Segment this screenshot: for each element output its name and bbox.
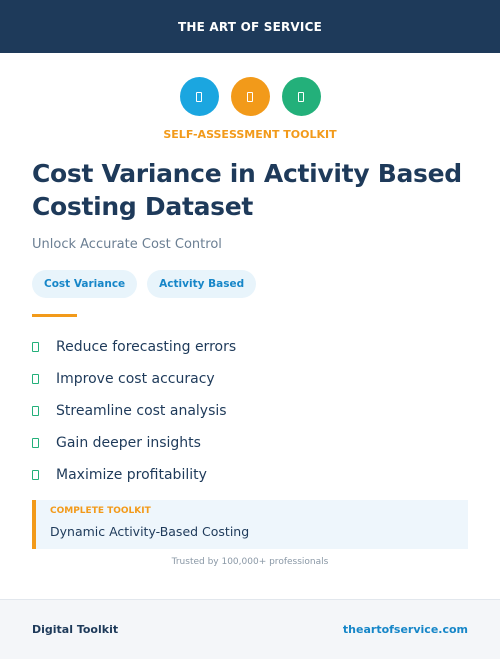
website-link[interactable]: theartofservice.com	[342, 623, 468, 636]
top-header-bar: THE ART OF SERVICE	[0, 0, 500, 53]
footer-label: Digital Toolkit	[32, 623, 119, 636]
feature-text: Streamline cost analysis	[56, 403, 227, 419]
callout-text: Dynamic Activity-Based Costing	[50, 524, 250, 539]
checklist-icon	[281, 77, 321, 116]
list-item: Reduce forecasting errors	[32, 331, 236, 363]
check-icon	[32, 438, 39, 448]
feature-list: Reduce forecasting errors Improve cost a…	[32, 331, 236, 491]
page-title: Cost Variance in Activity Based Costing …	[32, 159, 462, 221]
list-item: Streamline cost analysis	[32, 395, 236, 427]
icon-row	[0, 77, 500, 116]
footer-bar: Digital Toolkit theartofservice.com	[0, 599, 500, 659]
tag-activity-based: Activity Based	[147, 270, 257, 298]
tag-cost-variance: Cost Variance	[32, 270, 138, 298]
toolkit-callout: COMPLETE TOOLKIT Dynamic Activity-Based …	[32, 500, 468, 549]
tag-list: Cost Variance Activity Based	[32, 270, 257, 298]
accent-divider	[32, 314, 77, 317]
feature-text: Improve cost accuracy	[56, 371, 215, 387]
callout-label: COMPLETE TOOLKIT	[50, 506, 151, 516]
list-item: Gain deeper insights	[32, 427, 236, 459]
brand-name: THE ART OF SERVICE	[178, 19, 322, 34]
list-item: Maximize profitability	[32, 459, 236, 491]
trusted-note: Trusted by 100,000+ professionals	[171, 557, 329, 567]
check-icon	[32, 342, 39, 352]
document-icon	[179, 77, 219, 116]
feature-text: Gain deeper insights	[56, 435, 201, 451]
check-icon	[32, 374, 39, 384]
list-item: Improve cost accuracy	[32, 363, 236, 395]
check-icon	[32, 406, 39, 416]
chart-icon	[230, 77, 270, 116]
check-icon	[32, 470, 39, 480]
feature-text: Maximize profitability	[56, 467, 207, 483]
page-subtitle: Unlock Accurate Cost Control	[32, 237, 222, 252]
feature-text: Reduce forecasting errors	[56, 339, 237, 355]
toolkit-kicker: SELF-ASSESSMENT TOOLKIT	[163, 128, 337, 141]
